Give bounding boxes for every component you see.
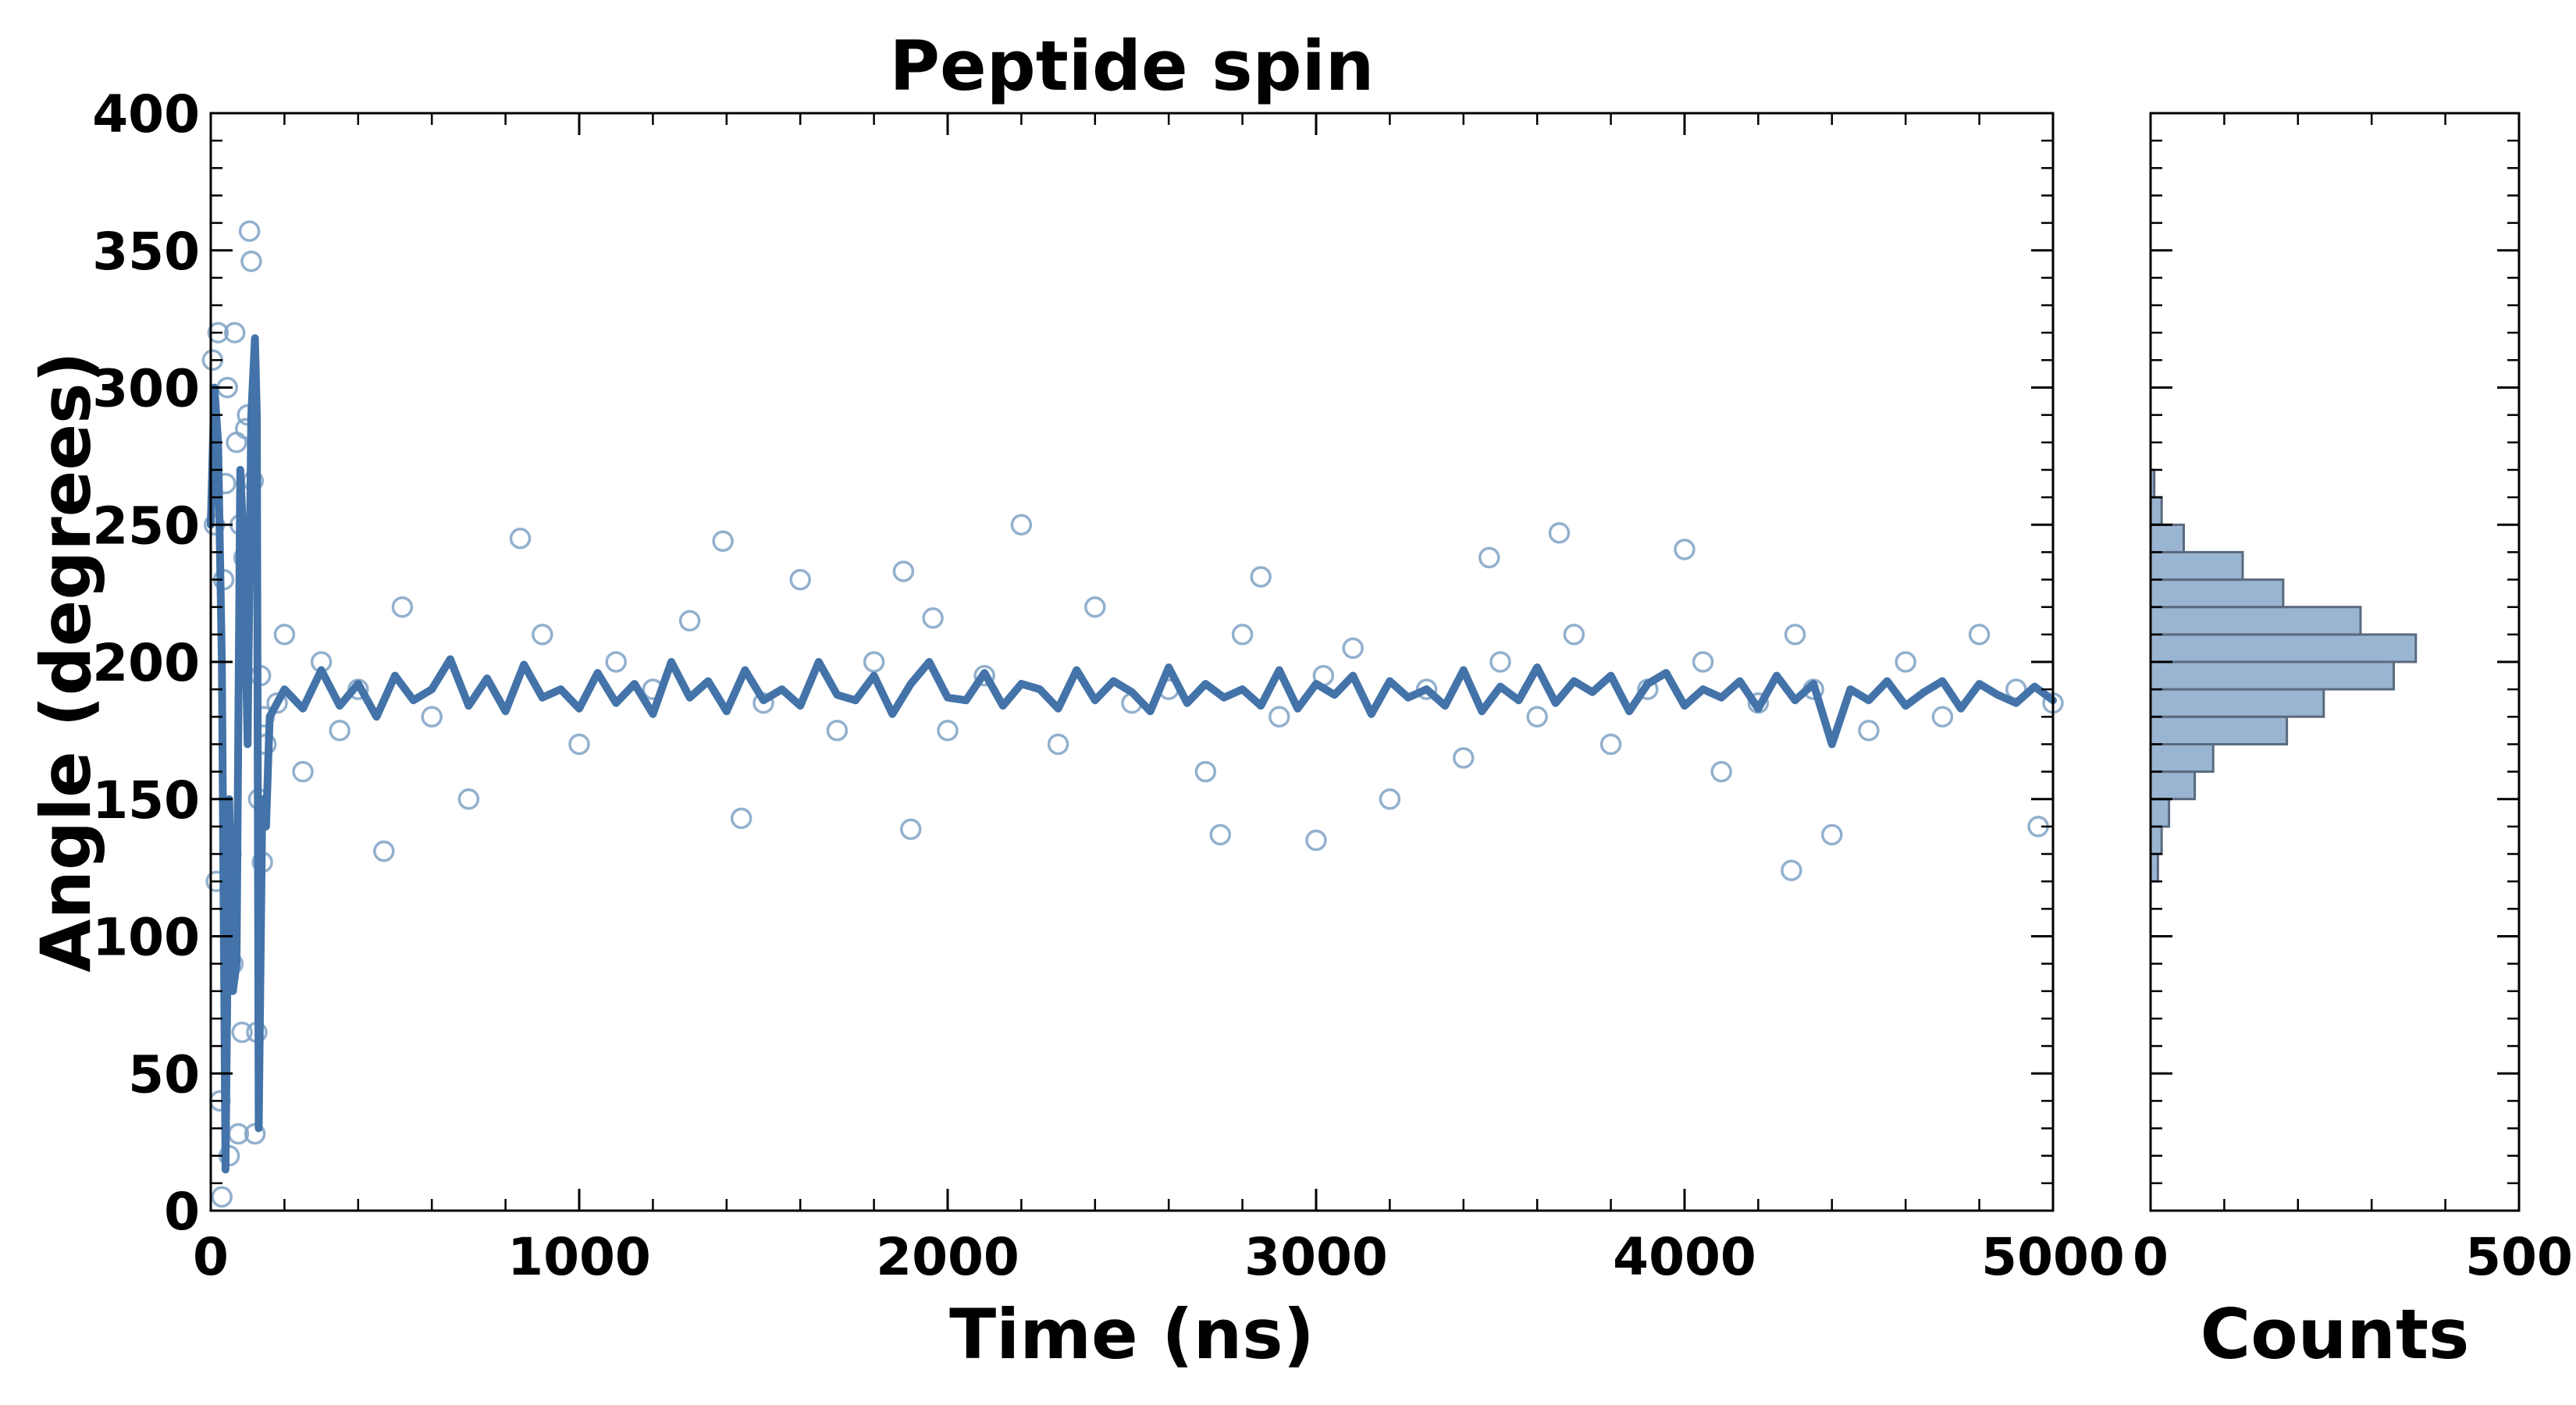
histogram-bar [2149,606,2362,636]
histogram-bar [2149,633,2418,663]
scatter-point [568,733,590,756]
x-tick-label: 2000 [876,1227,1019,1287]
scatter-point [231,1021,253,1044]
scatter-point [240,251,262,272]
y-tick-label: 150 [92,770,200,831]
scatter-point [1781,859,1802,881]
scatter-point [1710,760,1732,783]
scatter-point [532,624,553,646]
scatter-point [678,610,701,632]
x-tick-label: 4000 [1613,1227,1756,1287]
histogram-bar [2149,660,2395,691]
histogram-bar [2149,496,2163,526]
histogram-ticks: 0 500 [2133,112,2573,1287]
scatter-point [509,528,532,550]
scatter-point [1968,624,1991,646]
histogram-bar [2149,688,2325,718]
scatter-point [266,692,288,714]
chart-title: Peptide spin [890,26,1375,106]
y-tick-label: 300 [92,359,200,419]
scatter-point [937,720,959,742]
main-series-layer [201,220,2064,1208]
scatter-point [863,651,885,673]
scatter-point [457,788,480,810]
scatter-point [1548,522,1571,544]
histogram-bar [2149,550,2244,582]
scatter-point [1931,706,1954,728]
scatter-point [730,807,753,830]
scatter-point [1674,539,1695,560]
scatter-point [207,322,229,343]
scatter-point [1194,760,1217,783]
histogram-bar [2149,798,2171,828]
scatter-point [1305,829,1327,852]
scatter-point [223,322,246,343]
histogram-x-axis-label: Counts [2201,1294,2470,1375]
hist-x-tick-label: 0 [2133,1227,2169,1287]
histogram-bars [2149,468,2418,883]
scatter-point [1268,706,1290,728]
scatter-point [292,760,314,783]
scatter-point [1895,651,1916,673]
y-tick-label: 250 [92,496,200,556]
hist-x-tick-label: 500 [2465,1227,2573,1287]
scatter-point [1084,596,1106,618]
y-tick-label: 400 [92,84,200,144]
scatter-point [1453,747,1475,769]
scatter-point [373,840,395,863]
histogram-bar [2149,825,2163,855]
x-tick-label: 3000 [1244,1227,1388,1287]
histogram-plot-area: 0 500 [2133,112,2573,1287]
y-tick-label: 100 [92,908,200,968]
scatter-point [1342,637,1364,660]
scatter-point [973,664,995,687]
running-average-line [207,334,2057,1174]
histogram-bar [2149,578,2285,609]
scatter-point [329,720,350,742]
scatter-point [922,607,944,629]
scatter-point [1478,546,1500,569]
x-tick-label: 1000 [507,1227,651,1287]
scatter-point [421,706,443,728]
scatter-point [1858,720,1880,742]
scatter-point [1821,823,1843,846]
y-tick-label: 350 [92,222,200,282]
scatter-point [900,818,922,841]
scatter-point [1209,823,1232,846]
x-tick-label: 0 [193,1227,229,1287]
y-tick-label: 0 [164,1182,200,1242]
histogram-bar [2149,715,2289,745]
scatter-point [1489,651,1511,673]
main-ticks: 0 1000 2000 3000 4000 5000 0 50 100 150 200 250 300 3… [92,84,2125,1287]
scatter-point [1599,733,1622,756]
scatter-point [273,624,296,646]
scatter-point [1250,566,1272,588]
histogram-bar [2149,523,2185,553]
scatter-point [1047,733,1069,756]
scatter-point [238,220,261,242]
histogram-bar [2149,770,2197,801]
scatter-point [789,568,811,591]
scatter-point [1692,651,1714,673]
y-tick-label: 50 [128,1044,200,1104]
scatter-point [1231,624,1254,646]
scatter-point [1563,624,1585,646]
x-tick-label: 5000 [1981,1227,2125,1287]
y-axis-label: Angle (degrees) [26,351,106,972]
scatter-point [1379,788,1401,810]
scatter-point [1526,706,1548,728]
scatter-point [391,596,414,618]
main-plot-area: 0 1000 2000 3000 4000 5000 0 50 100 150 200 250 300 3… [92,84,2125,1287]
scatter-point [892,560,915,582]
histogram-bar [2149,743,2215,774]
scatter-point [211,1186,233,1208]
scatter-point [1010,514,1033,536]
scatter-point [712,530,734,553]
scatter-point [1784,624,1806,646]
y-tick-label: 200 [92,633,200,693]
x-axis-label: Time (ns) [949,1294,1315,1375]
scatter-point [605,651,627,673]
scatter-point [826,720,849,742]
